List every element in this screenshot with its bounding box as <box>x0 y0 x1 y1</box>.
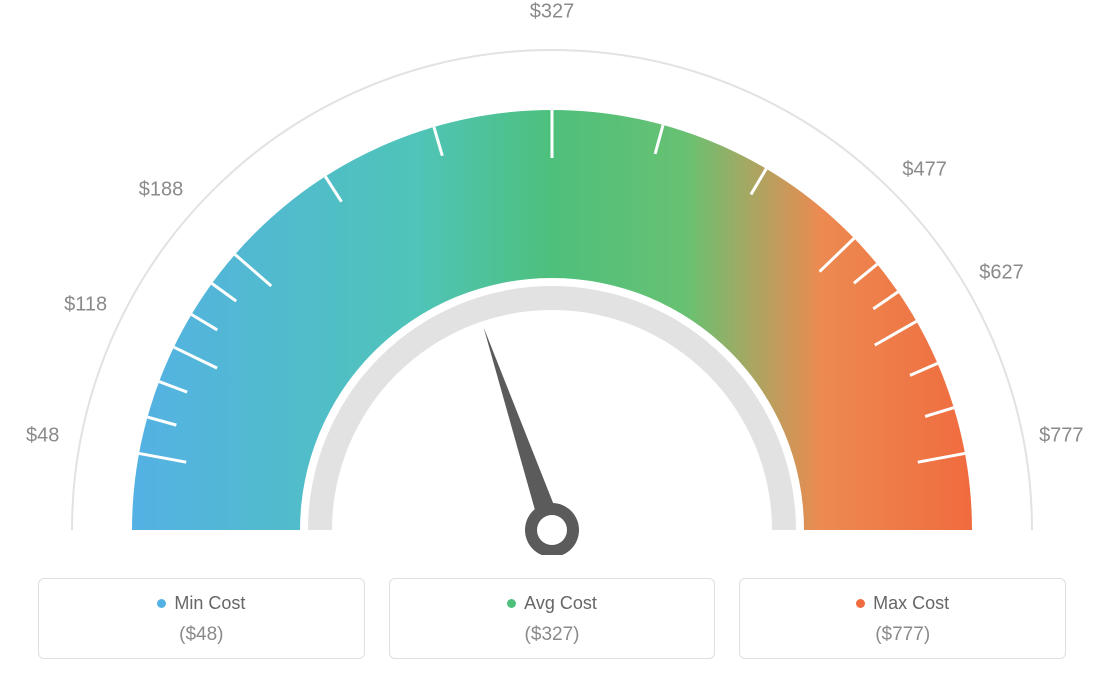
legend-card-avg: Avg Cost ($327) <box>389 578 716 659</box>
legend-title-max: Max Cost <box>856 593 949 614</box>
legend-row: Min Cost ($48) Avg Cost ($327) Max Cost … <box>0 578 1104 659</box>
gauge-svg <box>0 0 1104 555</box>
legend-value-avg: ($327) <box>390 624 715 646</box>
legend-card-min: Min Cost ($48) <box>38 578 365 659</box>
legend-value-max: ($777) <box>740 624 1065 646</box>
gauge-tick-label: $188 <box>139 179 184 202</box>
legend-value-min: ($48) <box>39 624 364 646</box>
cost-gauge-container: $48 $118 $188 $327 $477 $627 $777 Min Cost ($4… <box>0 0 1104 690</box>
gauge-tick-label: $627 <box>979 261 1024 284</box>
legend-label-max: Max Cost <box>873 593 949 614</box>
legend-dot-avg <box>507 599 516 608</box>
legend-dot-max <box>856 599 865 608</box>
legend-label-min: Min Cost <box>174 593 245 614</box>
gauge-tick-label: $48 <box>26 424 59 447</box>
legend-title-avg: Avg Cost <box>507 593 597 614</box>
legend-card-max: Max Cost ($777) <box>739 578 1066 659</box>
legend-title-min: Min Cost <box>157 593 245 614</box>
gauge-tick-label: $327 <box>530 1 575 24</box>
legend-label-avg: Avg Cost <box>524 593 597 614</box>
gauge-tick-label: $477 <box>902 159 947 182</box>
gauge-tick-label: $118 <box>64 293 107 316</box>
gauge-tick-label: $777 <box>1039 424 1084 447</box>
gauge-area: $48 $118 $188 $327 $477 $627 $777 <box>0 0 1104 555</box>
legend-dot-min <box>157 599 166 608</box>
